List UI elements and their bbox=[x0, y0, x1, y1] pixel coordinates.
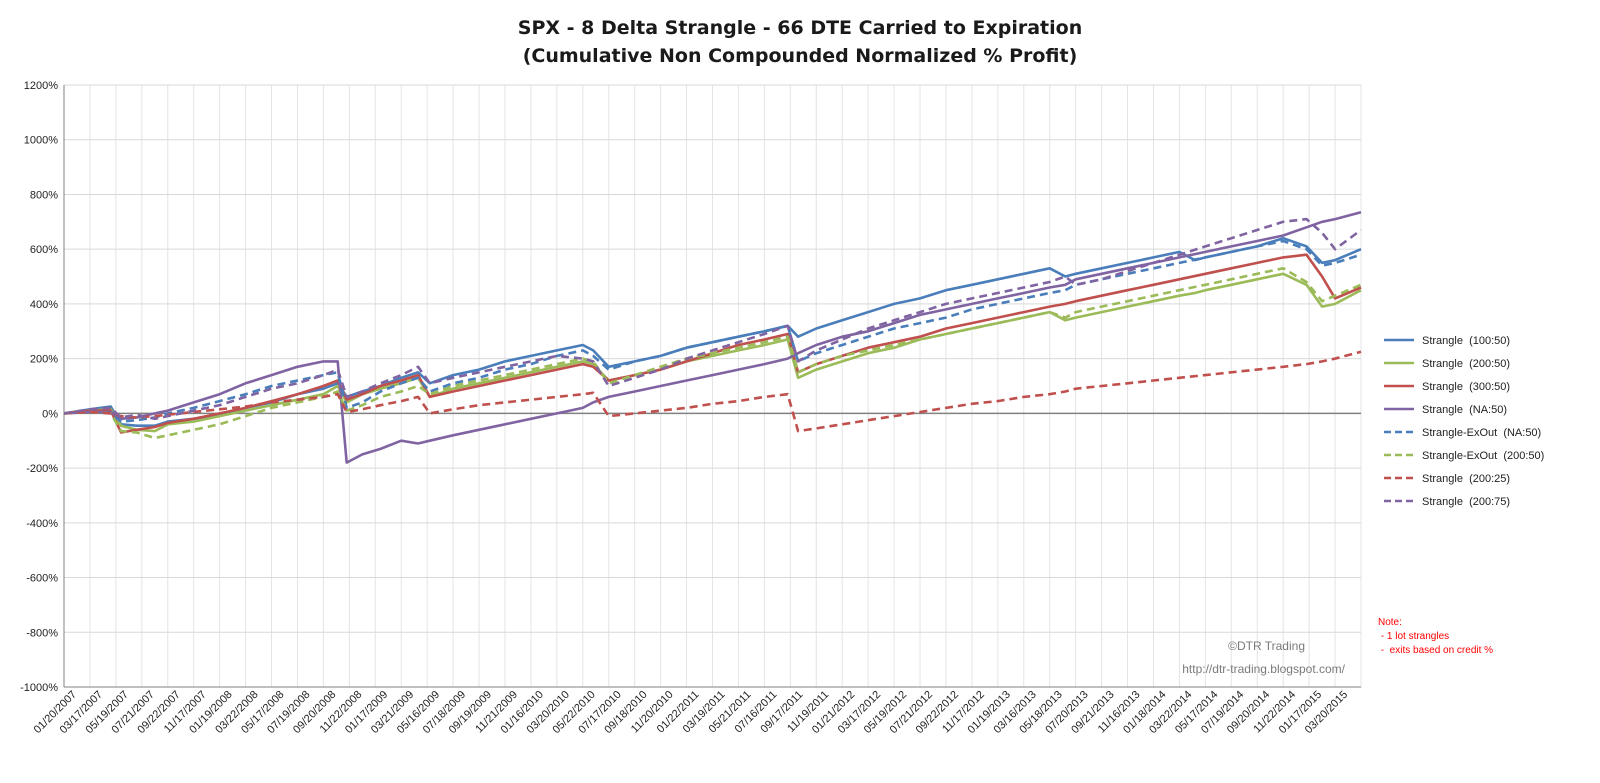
y-tick-label: -1000% bbox=[20, 682, 58, 694]
legend-label-5: Strangle-ExOut (NA:50) bbox=[1422, 427, 1541, 439]
series-line-8 bbox=[63, 217, 1362, 421]
legend-label-7: Strangle (200:25) bbox=[1422, 473, 1510, 485]
y-tick-label: 1000% bbox=[24, 135, 58, 147]
chart-title-line2: (Cumulative Non Compounded Normalized % … bbox=[523, 45, 1078, 67]
y-tick-label: -400% bbox=[26, 518, 58, 530]
legend-label-1: Strangle (100:50) bbox=[1422, 335, 1510, 347]
y-tick-label: -200% bbox=[26, 463, 58, 475]
y-tick-label: 200% bbox=[30, 354, 58, 366]
legend-label-3: Strangle (300:50) bbox=[1422, 381, 1510, 393]
legend-label-8: Strangle (200:75) bbox=[1422, 496, 1510, 508]
y-tick-label: -600% bbox=[26, 573, 58, 585]
y-tick-label: 800% bbox=[30, 189, 58, 201]
legend-label-2: Strangle (200:50) bbox=[1422, 358, 1510, 370]
watermark-url: http://dtr-trading.blogspot.com/ bbox=[1182, 662, 1345, 676]
chart-title-line1: SPX - 8 Delta Strangle - 66 DTE Carried … bbox=[518, 17, 1082, 39]
legend: Strangle (100:50) Strangle (200:50) Strang… bbox=[1384, 335, 1544, 508]
y-tick-label: 400% bbox=[30, 299, 58, 311]
legend-label-4: Strangle (NA:50) bbox=[1422, 404, 1507, 416]
series-line-7 bbox=[63, 350, 1362, 433]
y-tick-label: 0% bbox=[42, 408, 58, 420]
note-heading: Note: bbox=[1378, 617, 1402, 628]
series-line-3 bbox=[63, 253, 1362, 434]
y-tick-label: 600% bbox=[30, 244, 58, 256]
y-tick-label: 1200% bbox=[24, 80, 58, 92]
y-tick-label: -800% bbox=[26, 627, 58, 639]
watermark-copyright: ©DTR Trading bbox=[1228, 639, 1305, 653]
note-line1: - 1 lot strangles bbox=[1378, 631, 1449, 642]
series-lines bbox=[63, 210, 1362, 464]
series-line-5 bbox=[63, 239, 1362, 423]
series-line-4 bbox=[63, 210, 1362, 464]
legend-label-6: Strangle-ExOut (200:50) bbox=[1422, 450, 1544, 462]
note-line2: - exits based on credit % bbox=[1378, 645, 1493, 656]
